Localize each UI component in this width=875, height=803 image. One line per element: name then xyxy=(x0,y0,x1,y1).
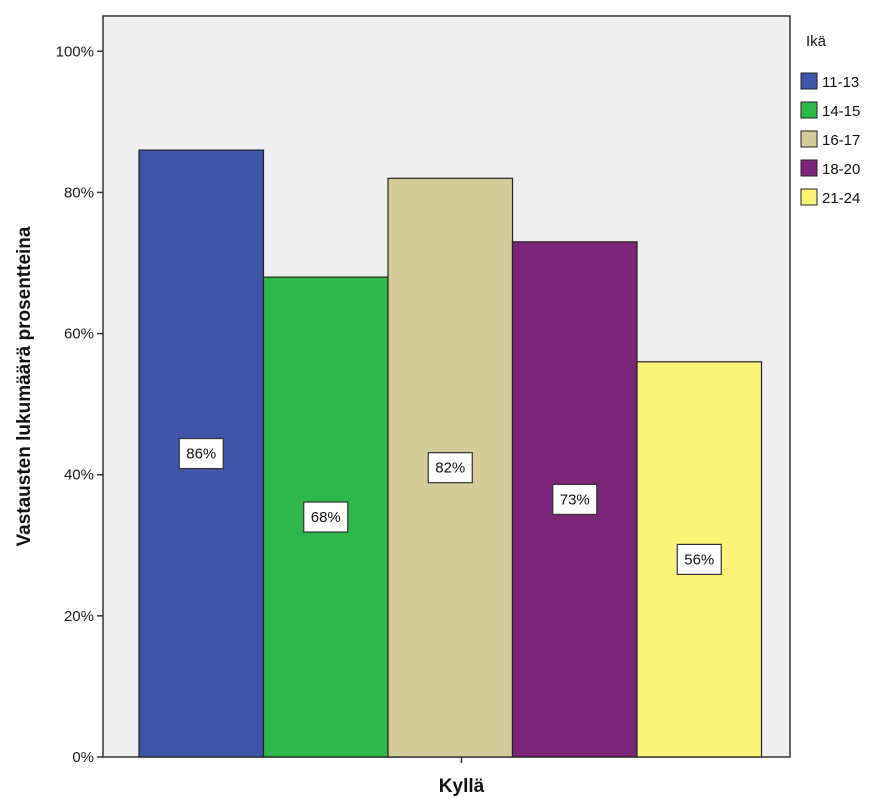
legend-title: Ikä xyxy=(806,33,827,50)
data-label: 56% xyxy=(684,551,714,568)
data-label: 68% xyxy=(311,509,341,526)
y-tick-label: 100% xyxy=(56,43,94,60)
data-label-box xyxy=(552,483,598,516)
legend-label: 18-20 xyxy=(822,161,860,178)
data-label-box xyxy=(303,501,349,533)
legend-label: 11-13 xyxy=(822,74,859,91)
data-label: 86% xyxy=(186,446,216,463)
y-tick-label: 80% xyxy=(64,184,94,201)
legend-label: 14-15 xyxy=(822,103,860,120)
data-label-box xyxy=(427,452,473,484)
legend-swatch xyxy=(800,130,818,148)
data-label: 82% xyxy=(435,460,465,477)
data-label-box xyxy=(178,437,224,470)
data-label: 73% xyxy=(560,491,590,508)
legend-swatch xyxy=(800,72,818,90)
legend-swatch xyxy=(800,188,818,206)
data-labels: 86% 68% 82% 73% 56% xyxy=(178,437,722,576)
legend-swatch xyxy=(800,159,818,177)
y-tick-label: 40% xyxy=(64,467,94,484)
y-tick-label: 20% xyxy=(64,608,94,625)
legend-label: 16-17 xyxy=(822,132,860,149)
data-label-box xyxy=(676,543,722,576)
legend-swatch xyxy=(800,101,818,119)
y-tick-label: 0% xyxy=(72,749,94,766)
y-axis-label: Vastausten lukumäärä prosentteina xyxy=(14,226,35,546)
legend-label: 21-24 xyxy=(822,190,860,207)
legend: Ikä 11-13 14-15 16-17 18-20 21-24 xyxy=(800,33,860,207)
x-category-label: Kyllä xyxy=(439,776,485,797)
y-tick-label: 60% xyxy=(64,326,94,343)
y-axis: 0% 20% 40% 60% 80% 100% xyxy=(56,43,463,766)
